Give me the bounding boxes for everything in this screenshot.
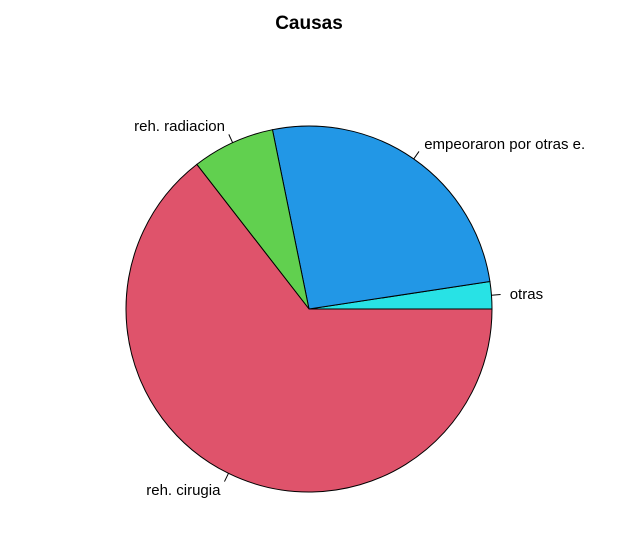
pie-slices xyxy=(125,125,493,493)
pie-slice-label: reh. radiacion xyxy=(134,118,225,135)
pie-slice-empeoraron-por-otras-e- xyxy=(271,125,491,310)
chart-title: Causas xyxy=(275,13,343,34)
pie-leader-line xyxy=(491,294,501,296)
pie-slice-label: reh. cirugia xyxy=(146,482,221,499)
pie-slice-label: otras xyxy=(510,286,543,303)
pie-slice-label: empeoraron por otras e. xyxy=(424,136,585,153)
pie-leader-line xyxy=(228,134,234,143)
pie-labels: otras empeoraron por otras e. reh. radiaci… xyxy=(134,118,585,499)
pie-leader-line xyxy=(413,151,420,160)
pie-leader-line xyxy=(224,473,229,482)
